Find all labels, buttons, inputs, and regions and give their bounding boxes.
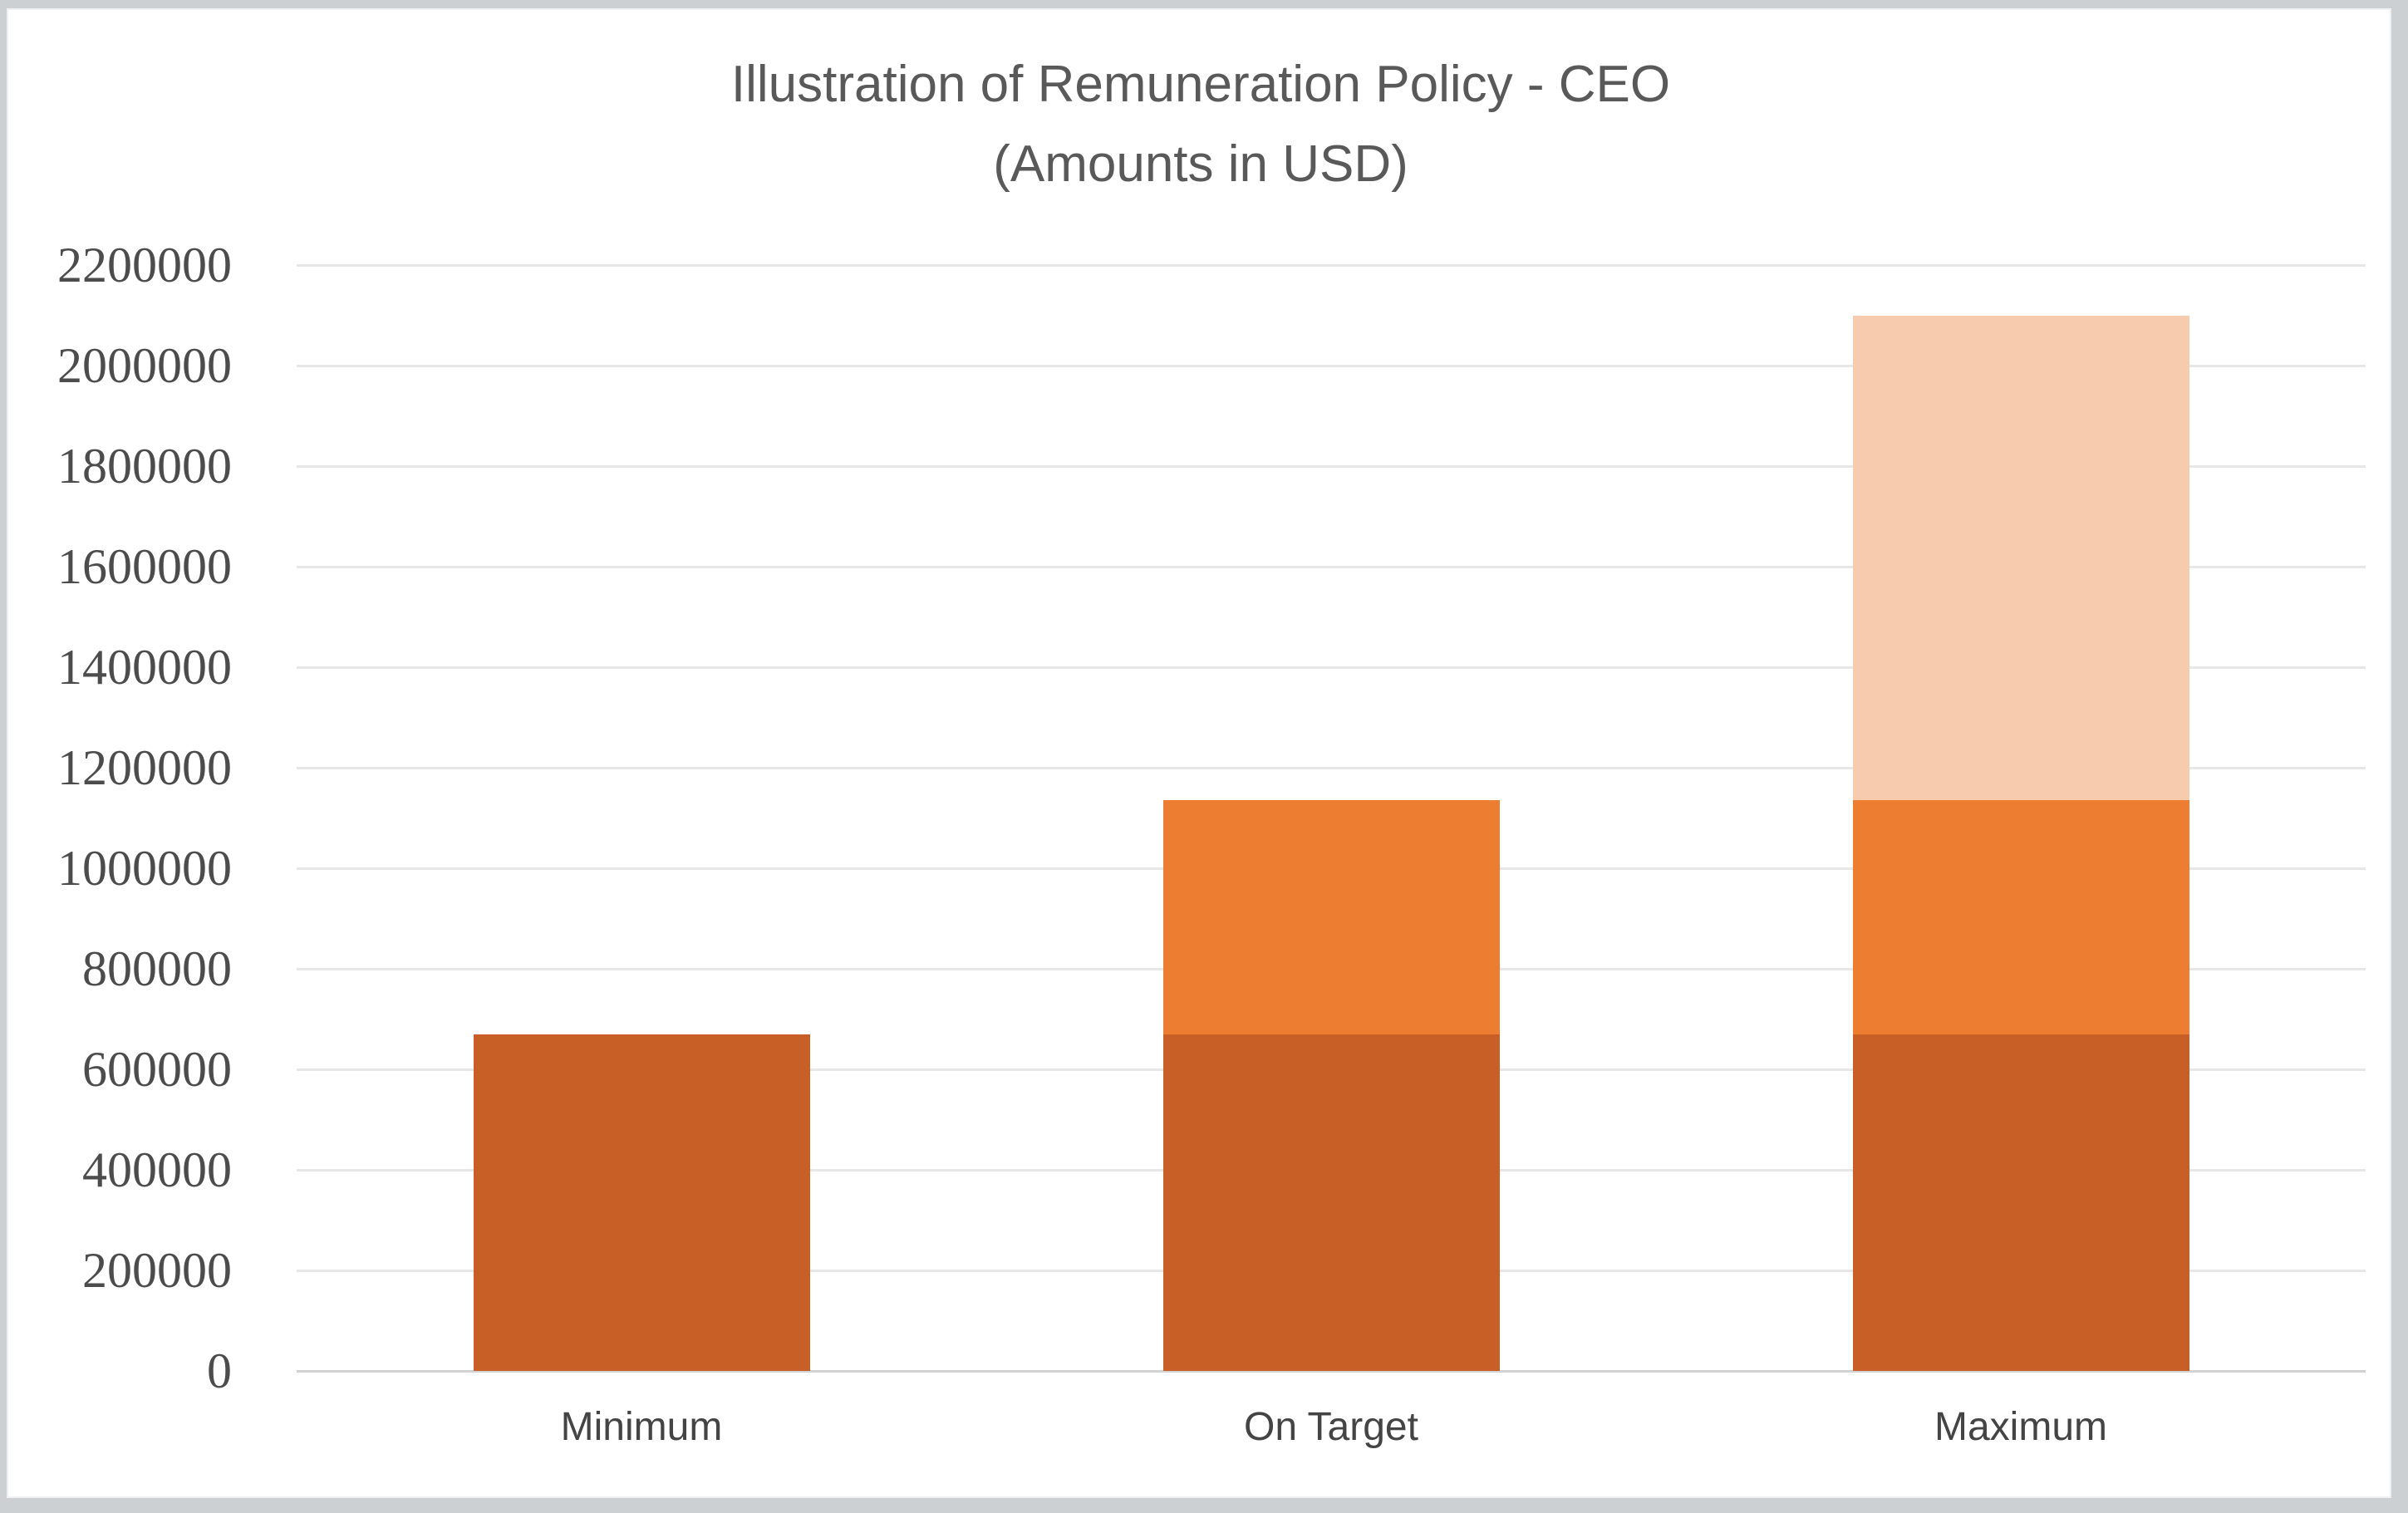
bar-segment-maximum-s3 — [1852, 315, 2189, 801]
gridline — [297, 264, 2366, 267]
x-category-label: Minimum — [560, 1405, 723, 1449]
gridline — [297, 566, 2366, 568]
y-tick-label: 1200000 — [57, 740, 232, 795]
y-tick-label: 1800000 — [57, 439, 232, 494]
y-tick-label: 400000 — [82, 1142, 232, 1197]
gridline — [297, 666, 2366, 669]
x-category-label: Maximum — [1934, 1405, 2107, 1449]
plot-area: 0 200000 400000 600000 800000 1000000 1200000 1… — [8, 10, 2390, 1496]
y-tick-label: 800000 — [82, 941, 232, 996]
gridline — [297, 365, 2366, 367]
bar-segment-maximum-s2 — [1852, 800, 2189, 1034]
y-tick-label: 1600000 — [57, 539, 232, 594]
y-tick-label: 1400000 — [57, 640, 232, 695]
y-tick-label: 600000 — [82, 1042, 232, 1097]
y-tick-label: 0 — [207, 1344, 232, 1398]
x-axis-line — [297, 1370, 2366, 1373]
chart-canvas: Illustration of Remuneration Policy - CE… — [7, 8, 2391, 1498]
bar-segment-maximum-s1 — [1852, 1034, 2189, 1371]
gridline — [297, 767, 2366, 769]
chart-title: Illustration of Remuneration Policy - CE… — [730, 56, 1671, 113]
y-tick-label: 1000000 — [57, 841, 232, 896]
bar-segment-on-target-s1 — [1162, 1034, 1500, 1371]
gridline — [297, 465, 2366, 468]
y-tick-label: 2000000 — [57, 338, 232, 393]
bar-segment-on-target-s2 — [1162, 800, 1500, 1034]
y-tick-label: 200000 — [82, 1243, 232, 1298]
bar-segment-minimum-s1 — [473, 1034, 810, 1371]
x-category-label: On Target — [1244, 1405, 1418, 1449]
y-tick-label: 2200000 — [57, 238, 232, 292]
chart-title-block: Illustration of Remuneration Policy - CE… — [8, 45, 2393, 204]
chart-subtitle: (Amounts in USD) — [993, 135, 1408, 193]
